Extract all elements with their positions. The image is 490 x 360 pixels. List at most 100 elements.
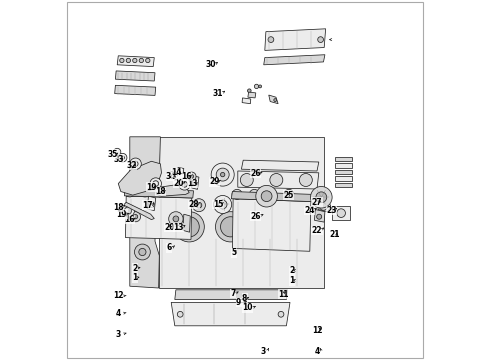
Text: 15: 15: [213, 200, 223, 209]
Text: 3: 3: [116, 330, 121, 338]
Circle shape: [148, 202, 154, 207]
Circle shape: [155, 187, 165, 197]
Polygon shape: [332, 206, 350, 220]
Polygon shape: [125, 196, 192, 239]
Circle shape: [169, 212, 183, 226]
Text: 25: 25: [283, 191, 294, 199]
Circle shape: [193, 199, 205, 212]
Text: 22: 22: [312, 226, 322, 235]
Text: 31: 31: [213, 89, 223, 98]
Circle shape: [256, 185, 277, 207]
Polygon shape: [335, 176, 352, 181]
Circle shape: [220, 172, 225, 177]
Text: 13: 13: [173, 223, 184, 232]
Text: 4: 4: [116, 309, 121, 318]
Circle shape: [124, 207, 132, 214]
Circle shape: [268, 37, 274, 42]
Circle shape: [182, 181, 187, 187]
Text: 28: 28: [189, 200, 199, 209]
Text: 17: 17: [143, 201, 153, 210]
Circle shape: [141, 202, 148, 209]
Circle shape: [170, 171, 177, 178]
Text: 20: 20: [164, 223, 174, 232]
Circle shape: [240, 174, 253, 186]
Circle shape: [317, 214, 321, 219]
Text: 9: 9: [236, 298, 241, 307]
Text: 23: 23: [326, 206, 337, 215]
Circle shape: [122, 204, 134, 217]
Polygon shape: [183, 214, 190, 232]
Text: 2: 2: [289, 266, 294, 275]
Polygon shape: [175, 290, 288, 300]
Text: 12: 12: [113, 292, 123, 300]
Polygon shape: [117, 56, 154, 67]
Circle shape: [133, 161, 138, 166]
Text: 20: 20: [173, 179, 184, 188]
Polygon shape: [192, 176, 199, 189]
Polygon shape: [118, 161, 162, 195]
Circle shape: [219, 200, 227, 209]
Circle shape: [139, 248, 146, 256]
Circle shape: [261, 191, 272, 202]
Circle shape: [299, 174, 312, 186]
Polygon shape: [269, 95, 278, 104]
Polygon shape: [124, 189, 194, 198]
Circle shape: [114, 148, 121, 156]
Circle shape: [316, 192, 327, 203]
Circle shape: [118, 153, 127, 162]
Circle shape: [170, 187, 180, 197]
Circle shape: [134, 244, 150, 260]
Text: 14: 14: [172, 168, 182, 177]
Polygon shape: [147, 196, 156, 211]
Text: 2: 2: [133, 264, 138, 273]
Text: 30: 30: [205, 60, 216, 69]
Circle shape: [267, 189, 277, 199]
Text: 27: 27: [312, 198, 322, 207]
Text: 13: 13: [188, 179, 198, 188]
Text: 8: 8: [242, 294, 247, 302]
Text: 29: 29: [209, 177, 220, 186]
Circle shape: [337, 209, 345, 217]
Circle shape: [216, 168, 229, 181]
Polygon shape: [116, 71, 155, 81]
Text: 18: 18: [113, 202, 123, 212]
Circle shape: [196, 202, 202, 208]
Polygon shape: [248, 92, 256, 98]
Circle shape: [179, 217, 199, 237]
Polygon shape: [242, 98, 251, 104]
Circle shape: [232, 189, 242, 199]
Circle shape: [140, 187, 150, 197]
Polygon shape: [242, 160, 319, 171]
Text: 18: 18: [155, 187, 166, 196]
Text: 4: 4: [315, 346, 319, 356]
Circle shape: [179, 179, 190, 190]
Text: 1: 1: [289, 276, 294, 285]
Circle shape: [126, 58, 130, 63]
Circle shape: [173, 216, 179, 222]
Polygon shape: [231, 192, 313, 202]
Text: 7: 7: [230, 289, 236, 298]
Circle shape: [214, 195, 232, 213]
Circle shape: [249, 189, 259, 199]
Polygon shape: [123, 202, 154, 220]
Text: 32: 32: [126, 161, 137, 170]
Text: 16: 16: [124, 215, 134, 224]
Circle shape: [311, 186, 332, 208]
Polygon shape: [232, 199, 311, 251]
Circle shape: [133, 58, 137, 63]
Circle shape: [130, 158, 141, 170]
Circle shape: [130, 212, 141, 222]
Polygon shape: [265, 29, 326, 50]
Polygon shape: [115, 85, 156, 95]
Polygon shape: [159, 137, 324, 288]
Text: 24: 24: [305, 206, 315, 215]
Text: 33: 33: [113, 155, 123, 163]
Polygon shape: [177, 167, 184, 174]
Circle shape: [120, 58, 124, 63]
Circle shape: [150, 178, 162, 189]
Circle shape: [172, 173, 175, 176]
Circle shape: [270, 174, 283, 186]
Circle shape: [247, 89, 251, 93]
Circle shape: [216, 212, 245, 242]
Text: 3: 3: [260, 346, 266, 356]
